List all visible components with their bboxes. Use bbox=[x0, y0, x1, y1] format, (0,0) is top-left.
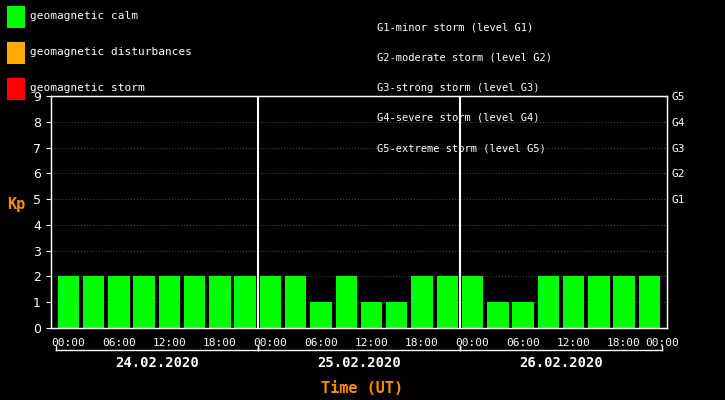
Text: 26.02.2020: 26.02.2020 bbox=[519, 356, 602, 370]
Bar bbox=[563, 276, 584, 328]
Text: geomagnetic calm: geomagnetic calm bbox=[30, 11, 138, 21]
Bar bbox=[108, 276, 130, 328]
Bar bbox=[133, 276, 155, 328]
Bar bbox=[386, 302, 407, 328]
Bar bbox=[361, 302, 382, 328]
Bar bbox=[234, 276, 256, 328]
Bar bbox=[613, 276, 635, 328]
Bar bbox=[184, 276, 205, 328]
Bar bbox=[537, 276, 559, 328]
Text: 24.02.2020: 24.02.2020 bbox=[115, 356, 199, 370]
Text: Time (UT): Time (UT) bbox=[321, 381, 404, 396]
Text: geomagnetic storm: geomagnetic storm bbox=[30, 83, 145, 93]
Bar bbox=[58, 276, 79, 328]
Bar bbox=[436, 276, 458, 328]
Y-axis label: Kp: Kp bbox=[7, 197, 25, 212]
Text: 25.02.2020: 25.02.2020 bbox=[317, 356, 401, 370]
Bar bbox=[588, 276, 610, 328]
Text: geomagnetic disturbances: geomagnetic disturbances bbox=[30, 47, 192, 57]
Bar bbox=[513, 302, 534, 328]
Text: G3-strong storm (level G3): G3-strong storm (level G3) bbox=[377, 83, 539, 93]
Text: G4-severe storm (level G4): G4-severe storm (level G4) bbox=[377, 113, 539, 123]
Bar bbox=[639, 276, 660, 328]
Bar bbox=[210, 276, 231, 328]
Bar bbox=[462, 276, 484, 328]
Bar bbox=[159, 276, 181, 328]
Text: G5-extreme storm (level G5): G5-extreme storm (level G5) bbox=[377, 143, 546, 153]
Bar bbox=[260, 276, 281, 328]
Bar bbox=[83, 276, 104, 328]
Bar bbox=[310, 302, 332, 328]
Text: G2-moderate storm (level G2): G2-moderate storm (level G2) bbox=[377, 53, 552, 63]
Bar bbox=[285, 276, 307, 328]
Bar bbox=[336, 276, 357, 328]
Bar bbox=[411, 276, 433, 328]
Bar bbox=[487, 302, 508, 328]
Text: G1-minor storm (level G1): G1-minor storm (level G1) bbox=[377, 23, 534, 33]
